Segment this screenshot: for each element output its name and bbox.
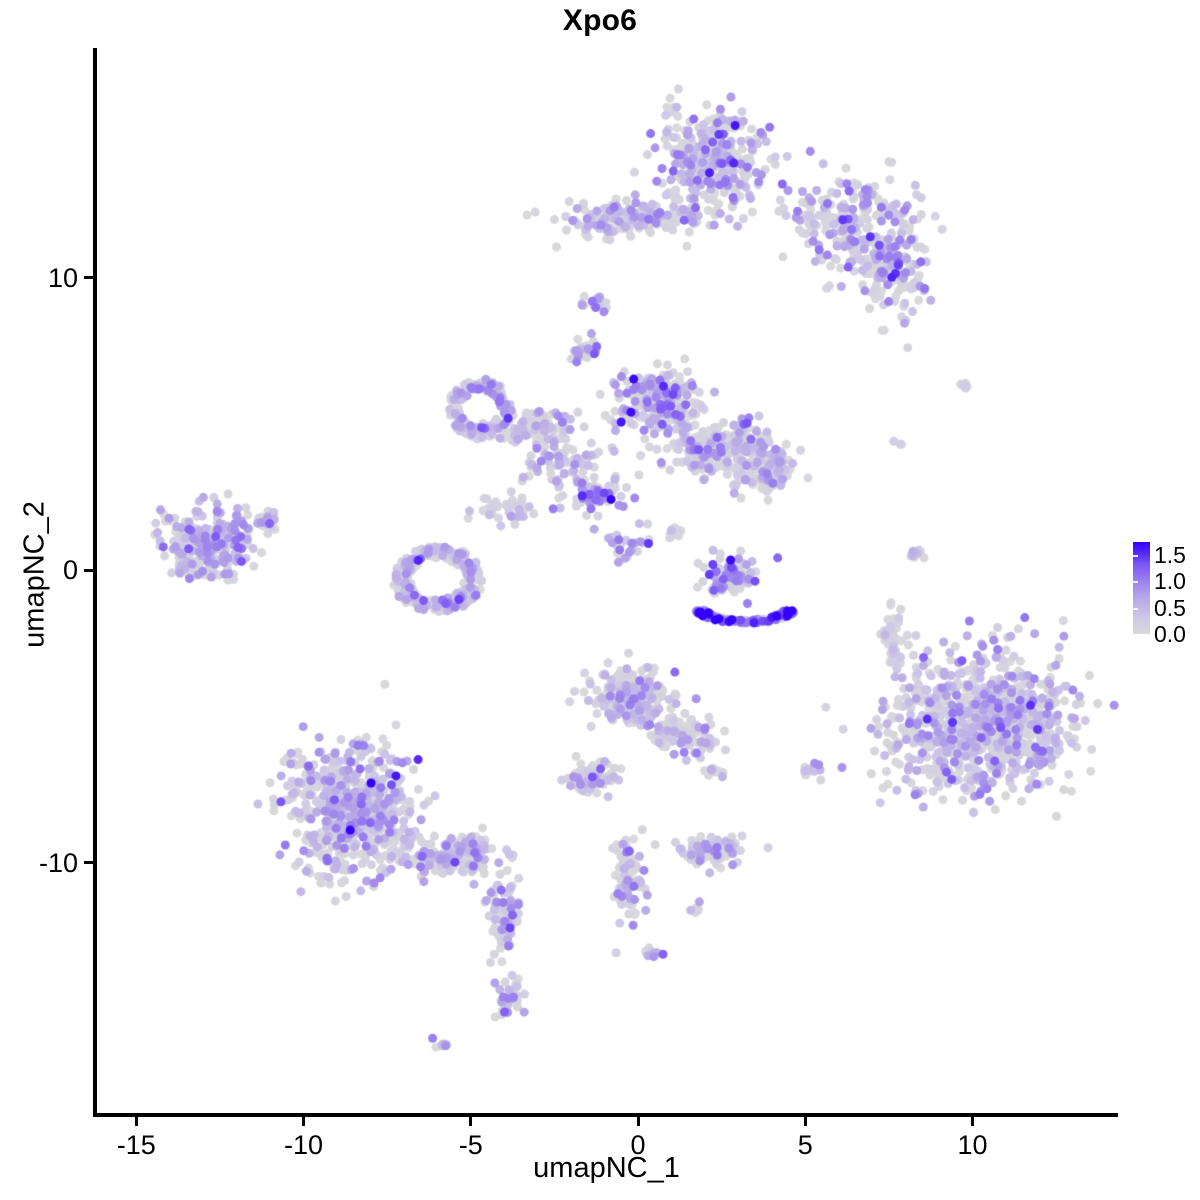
colorbar-tick-label: 0.0 [1154,621,1186,647]
colorbar-tick-label: 0.5 [1154,594,1186,621]
x-axis-label: umapNC_1 [533,1152,680,1184]
y-tick-mark [84,276,93,279]
y-tick-label: -10 [38,847,78,878]
y-axis-line [93,48,97,1117]
colorbar-tick-mark [1133,555,1138,558]
x-axis-line [95,1113,1118,1117]
colorbar-gradient [1133,542,1150,634]
x-tick-mark [302,1117,305,1126]
colorbar-legend: 1.5 1.0 0.5 0.0 [1130,534,1200,647]
x-tick-mark [803,1117,807,1126]
colorbar-tick-mark [1133,634,1138,636]
x-tick-label: 0 [630,1130,646,1160]
x-tick-mark [971,1117,974,1126]
colorbar-tick-mark [1133,607,1138,610]
x-tick-mark [469,1117,473,1126]
x-tick-label: -15 [116,1130,156,1160]
y-tick-label: 0 [62,555,78,585]
y-tick-mark [84,568,93,572]
x-tick-mark [636,1117,640,1126]
x-tick-label: 5 [797,1130,813,1160]
y-tick-label: 10 [47,262,78,293]
colorbar-tick-label: 1.0 [1154,568,1186,595]
x-tick-label: -10 [283,1130,324,1160]
colorbar-tick-label: 1.5 [1154,542,1186,569]
y-axis-label: umapNC_2 [18,501,51,648]
x-tick-mark [134,1117,138,1126]
x-tick-label: -5 [458,1130,483,1160]
colorbar-tick-mark [1133,581,1138,584]
y-tick-mark [84,861,93,864]
x-tick-label: 10 [957,1130,988,1160]
